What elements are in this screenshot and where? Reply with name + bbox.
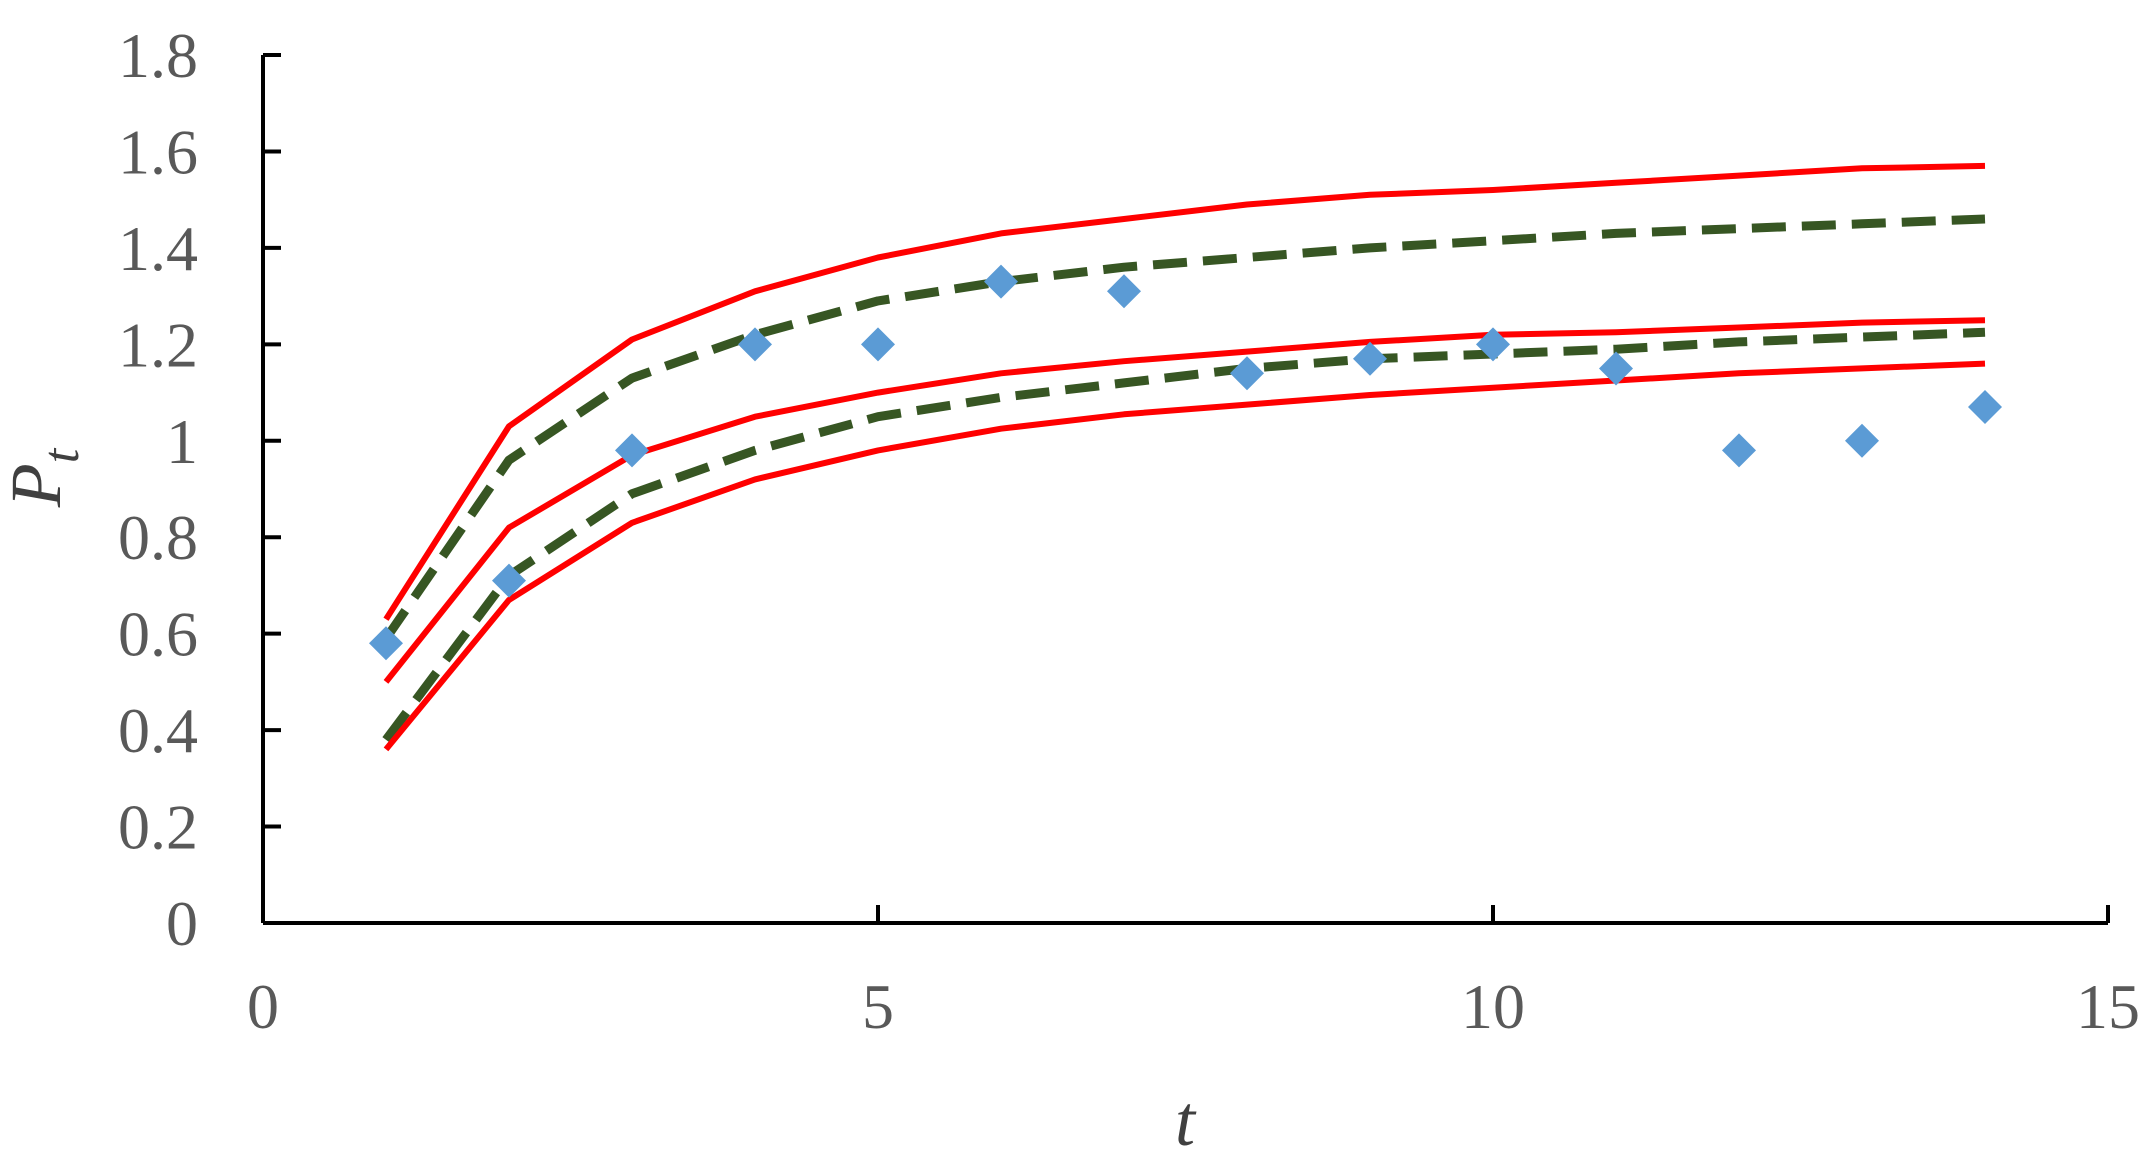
y-axis-title: Pt xyxy=(0,447,90,508)
data-point-diamond xyxy=(1722,433,1756,468)
data-point-diamond xyxy=(1845,423,1879,458)
y-tick-label: 1.6 xyxy=(118,116,198,187)
x-tick-label: 10 xyxy=(1461,971,1525,1042)
axes: 0 0.2 0.4 0.6 0.8 1 1.2 1.4 1.6 1.8 0 5 10 15 xyxy=(118,20,2140,1042)
data-point-diamond xyxy=(1599,351,1633,386)
series-layer xyxy=(369,162,2002,752)
y-tick-label: 0.2 xyxy=(118,792,198,863)
data-point-diamond xyxy=(1107,274,1141,309)
x-tick-label: 0 xyxy=(247,971,279,1042)
data-point-diamond xyxy=(615,433,649,468)
series-line-solid xyxy=(383,360,1986,752)
series-line-dashed xyxy=(382,214,1986,642)
data-point-diamond xyxy=(1476,327,1510,362)
data-point-diamond xyxy=(861,327,895,362)
data-point-diamond xyxy=(369,626,403,661)
y-tick-label: 0.6 xyxy=(118,599,198,670)
series-markers xyxy=(369,264,2002,661)
y-tick-label: 1.8 xyxy=(118,20,198,91)
data-point-diamond xyxy=(984,264,1018,299)
y-tick-label: 0.4 xyxy=(118,695,198,766)
data-point-diamond xyxy=(1230,356,1264,391)
x-tick-label: 15 xyxy=(2076,971,2140,1042)
data-point-diamond xyxy=(492,563,526,598)
labels-layer: t Pt xyxy=(0,447,1197,1161)
y-tick-label: 1.2 xyxy=(118,309,198,380)
y-tick-label: 0.8 xyxy=(118,502,198,573)
x-tick-label: 5 xyxy=(862,971,894,1042)
y-tick-label: 1 xyxy=(166,406,198,477)
y-axis-title-subscript: t xyxy=(33,447,90,463)
data-point-diamond xyxy=(1968,390,2002,425)
data-point-diamond xyxy=(1353,341,1387,376)
y-axis-title-base: P xyxy=(0,463,76,508)
y-tick-label: 0 xyxy=(166,888,198,959)
y-tick-label: 1.4 xyxy=(118,213,198,284)
series-line-solid xyxy=(383,317,1986,684)
data-point-diamond xyxy=(738,327,772,362)
x-axis-title: t xyxy=(1175,1081,1197,1161)
series-line-dashed xyxy=(382,327,1986,743)
series-line-solid xyxy=(383,162,1986,621)
